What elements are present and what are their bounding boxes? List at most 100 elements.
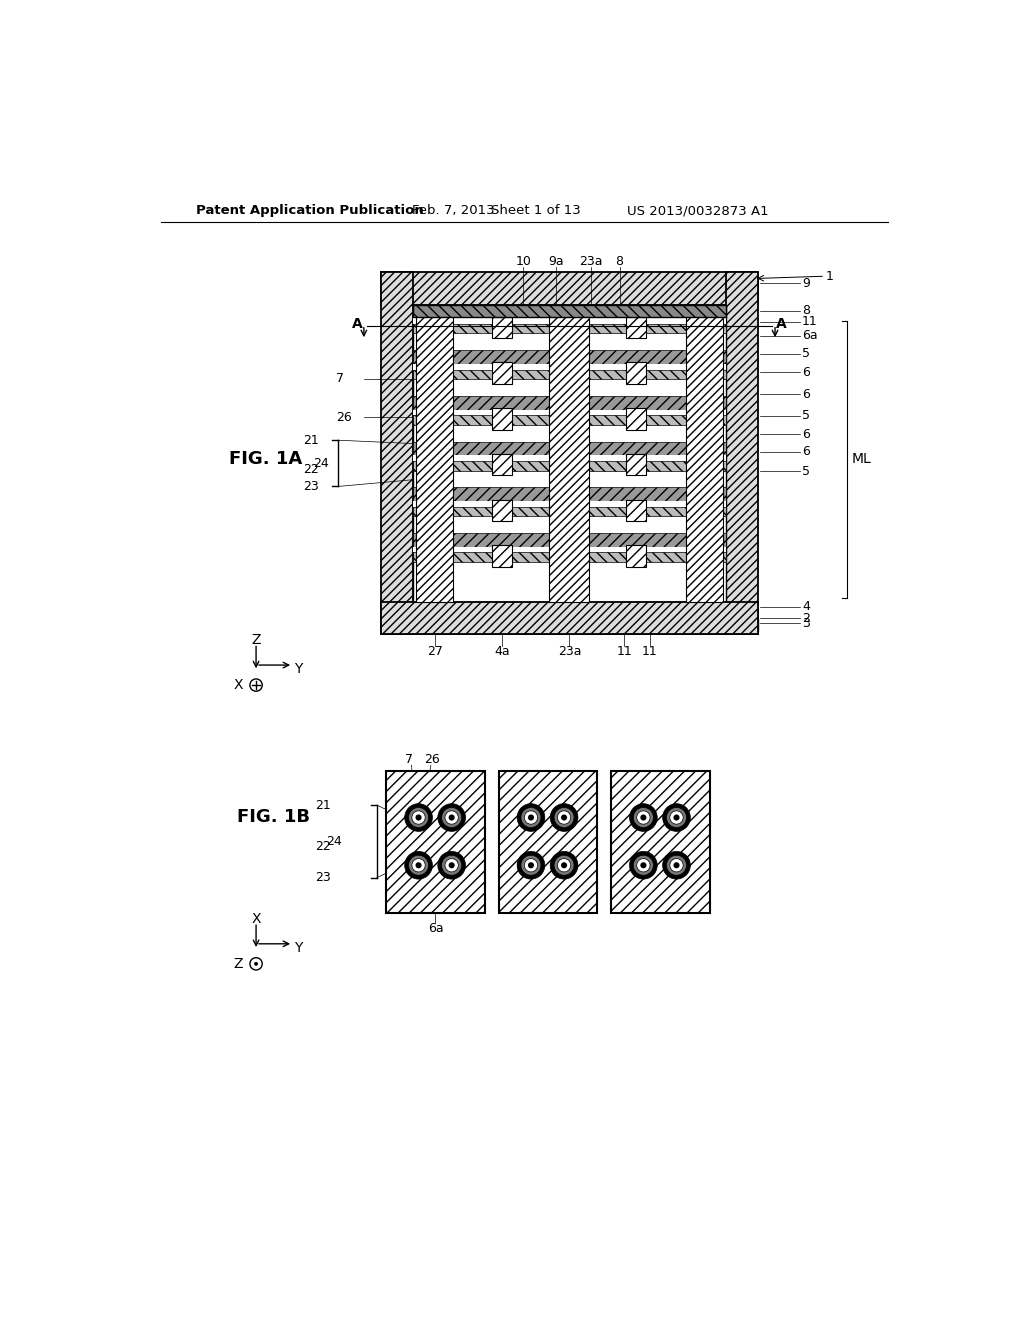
Circle shape <box>524 858 538 873</box>
Text: 9: 9 <box>802 277 810 289</box>
Circle shape <box>412 810 425 824</box>
Bar <box>413 323 726 334</box>
Circle shape <box>416 814 422 821</box>
Text: Y: Y <box>294 661 303 676</box>
Text: 11: 11 <box>802 315 818 329</box>
Circle shape <box>250 678 262 692</box>
Text: 23: 23 <box>303 480 319 492</box>
Text: 5: 5 <box>802 465 810 478</box>
Text: X: X <box>233 678 243 692</box>
Bar <box>381 272 758 305</box>
Text: 6: 6 <box>802 366 810 379</box>
Circle shape <box>445 810 459 824</box>
Circle shape <box>554 855 574 875</box>
Circle shape <box>674 862 680 869</box>
Circle shape <box>634 808 653 828</box>
Text: 10: 10 <box>515 255 531 268</box>
Text: 8: 8 <box>615 255 624 268</box>
Bar <box>381 272 413 635</box>
Circle shape <box>416 862 422 869</box>
Text: Z: Z <box>233 957 243 970</box>
Text: X: X <box>251 912 261 927</box>
Circle shape <box>528 862 534 869</box>
Circle shape <box>561 814 567 821</box>
Circle shape <box>640 814 646 821</box>
Bar <box>686 305 723 602</box>
Text: 22: 22 <box>303 463 319 477</box>
Bar <box>626 317 646 338</box>
Text: 22: 22 <box>315 840 331 853</box>
Bar <box>386 771 484 913</box>
Circle shape <box>517 851 545 879</box>
Bar <box>413 350 726 364</box>
Text: 4: 4 <box>802 601 810 612</box>
Circle shape <box>634 855 653 875</box>
Bar <box>413 396 726 409</box>
Circle shape <box>445 858 459 873</box>
Text: 6: 6 <box>802 428 810 441</box>
Bar <box>413 416 726 425</box>
Text: 4a: 4a <box>495 644 510 657</box>
Circle shape <box>528 814 534 821</box>
Text: 26: 26 <box>336 411 352 424</box>
Circle shape <box>663 851 690 879</box>
Bar <box>413 305 726 602</box>
Bar <box>381 602 758 635</box>
Bar <box>416 305 454 602</box>
Circle shape <box>557 810 570 824</box>
Text: 23: 23 <box>315 871 331 884</box>
Text: Sheet 1 of 13: Sheet 1 of 13 <box>490 205 581 218</box>
Bar <box>726 272 758 635</box>
Text: 3: 3 <box>802 616 810 630</box>
Bar <box>413 546 726 552</box>
Circle shape <box>449 814 455 821</box>
Bar <box>626 363 646 384</box>
Text: 8: 8 <box>802 305 810 317</box>
Bar <box>413 507 726 516</box>
Text: Feb. 7, 2013: Feb. 7, 2013 <box>412 205 495 218</box>
Text: A: A <box>352 317 364 331</box>
Circle shape <box>561 862 567 869</box>
Circle shape <box>550 851 578 879</box>
Bar <box>493 454 512 475</box>
Text: 6a: 6a <box>802 329 817 342</box>
Bar <box>626 499 646 521</box>
Circle shape <box>250 958 262 970</box>
Text: 21: 21 <box>303 434 319 446</box>
Circle shape <box>409 808 428 828</box>
Bar <box>493 317 512 338</box>
Circle shape <box>667 855 686 875</box>
Circle shape <box>521 855 541 875</box>
Text: 23a: 23a <box>558 644 582 657</box>
Bar <box>413 455 726 461</box>
Bar <box>413 552 726 562</box>
Text: Z: Z <box>251 634 261 647</box>
Text: FIG. 1A: FIG. 1A <box>228 450 302 467</box>
Bar <box>493 499 512 521</box>
Circle shape <box>557 858 570 873</box>
Bar <box>413 487 726 502</box>
Bar <box>499 771 597 913</box>
Circle shape <box>630 851 657 879</box>
Circle shape <box>404 851 432 879</box>
Bar <box>493 363 512 384</box>
Circle shape <box>637 810 650 824</box>
Text: US 2013/0032873 A1: US 2013/0032873 A1 <box>628 205 769 218</box>
Circle shape <box>404 804 432 832</box>
Circle shape <box>550 804 578 832</box>
Text: 24: 24 <box>326 834 342 847</box>
Text: 26: 26 <box>425 754 440 767</box>
Bar <box>626 545 646 566</box>
Bar <box>413 409 726 416</box>
Bar <box>493 545 512 566</box>
Circle shape <box>449 862 455 869</box>
Text: 11: 11 <box>616 644 632 657</box>
Text: A: A <box>776 317 786 331</box>
Text: 7: 7 <box>336 372 344 385</box>
Text: 1: 1 <box>826 269 834 282</box>
Text: 23a: 23a <box>580 255 603 268</box>
Bar <box>550 305 590 602</box>
Circle shape <box>517 804 545 832</box>
Circle shape <box>637 858 650 873</box>
Circle shape <box>663 804 690 832</box>
